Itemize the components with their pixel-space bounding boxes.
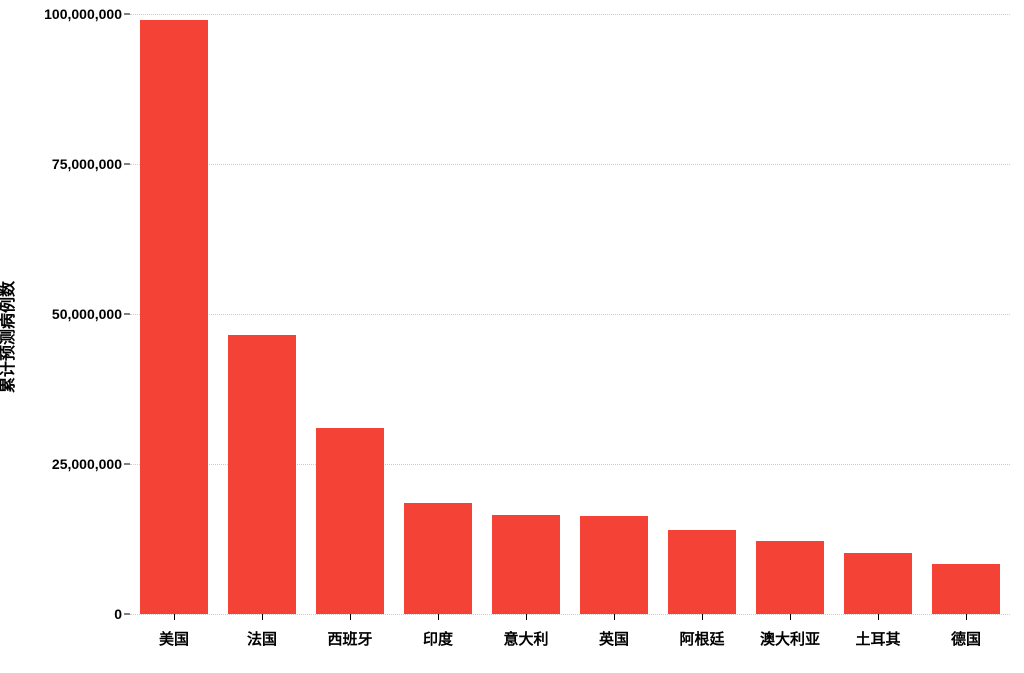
bar — [316, 428, 385, 614]
x-tick-label: 德国 — [951, 614, 981, 649]
x-tick-label: 西班牙 — [327, 614, 372, 649]
bar — [228, 335, 297, 614]
grid-line — [130, 14, 1010, 15]
bar — [844, 553, 913, 614]
y-tick-label: 100,000,000 — [44, 6, 130, 22]
x-tick-label: 印度 — [423, 614, 453, 649]
bar — [580, 516, 649, 614]
plot-area: 025,000,00050,000,00075,000,000100,000,0… — [130, 14, 1010, 614]
bar — [404, 503, 473, 614]
y-tick-label: 50,000,000 — [52, 306, 130, 322]
y-tick-label: 0 — [114, 606, 130, 622]
x-tick-label: 美国 — [159, 614, 189, 649]
bar — [756, 541, 825, 614]
grid-line — [130, 164, 1010, 165]
bar — [140, 20, 209, 614]
y-axis-title: 累计预测病例数 — [0, 280, 18, 392]
y-tick-label: 75,000,000 — [52, 156, 130, 172]
y-tick-label: 25,000,000 — [52, 456, 130, 472]
x-tick-label: 阿根廷 — [679, 614, 724, 649]
grid-line — [130, 314, 1010, 315]
x-tick-label: 英国 — [599, 614, 629, 649]
bar — [492, 515, 561, 614]
bar — [932, 564, 1001, 614]
bar — [668, 530, 737, 614]
chart-container: 累计预测病例数 025,000,00050,000,00075,000,0001… — [0, 0, 1024, 673]
x-tick-label: 澳大利亚 — [760, 614, 820, 649]
x-tick-label: 土耳其 — [855, 614, 900, 649]
x-tick-label: 法国 — [247, 614, 277, 649]
x-tick-label: 意大利 — [503, 614, 548, 649]
